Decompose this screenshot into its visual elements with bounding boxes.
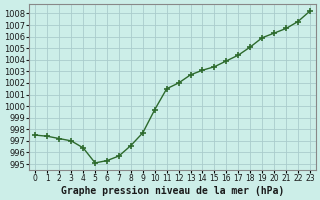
X-axis label: Graphe pression niveau de la mer (hPa): Graphe pression niveau de la mer (hPa) (61, 186, 284, 196)
